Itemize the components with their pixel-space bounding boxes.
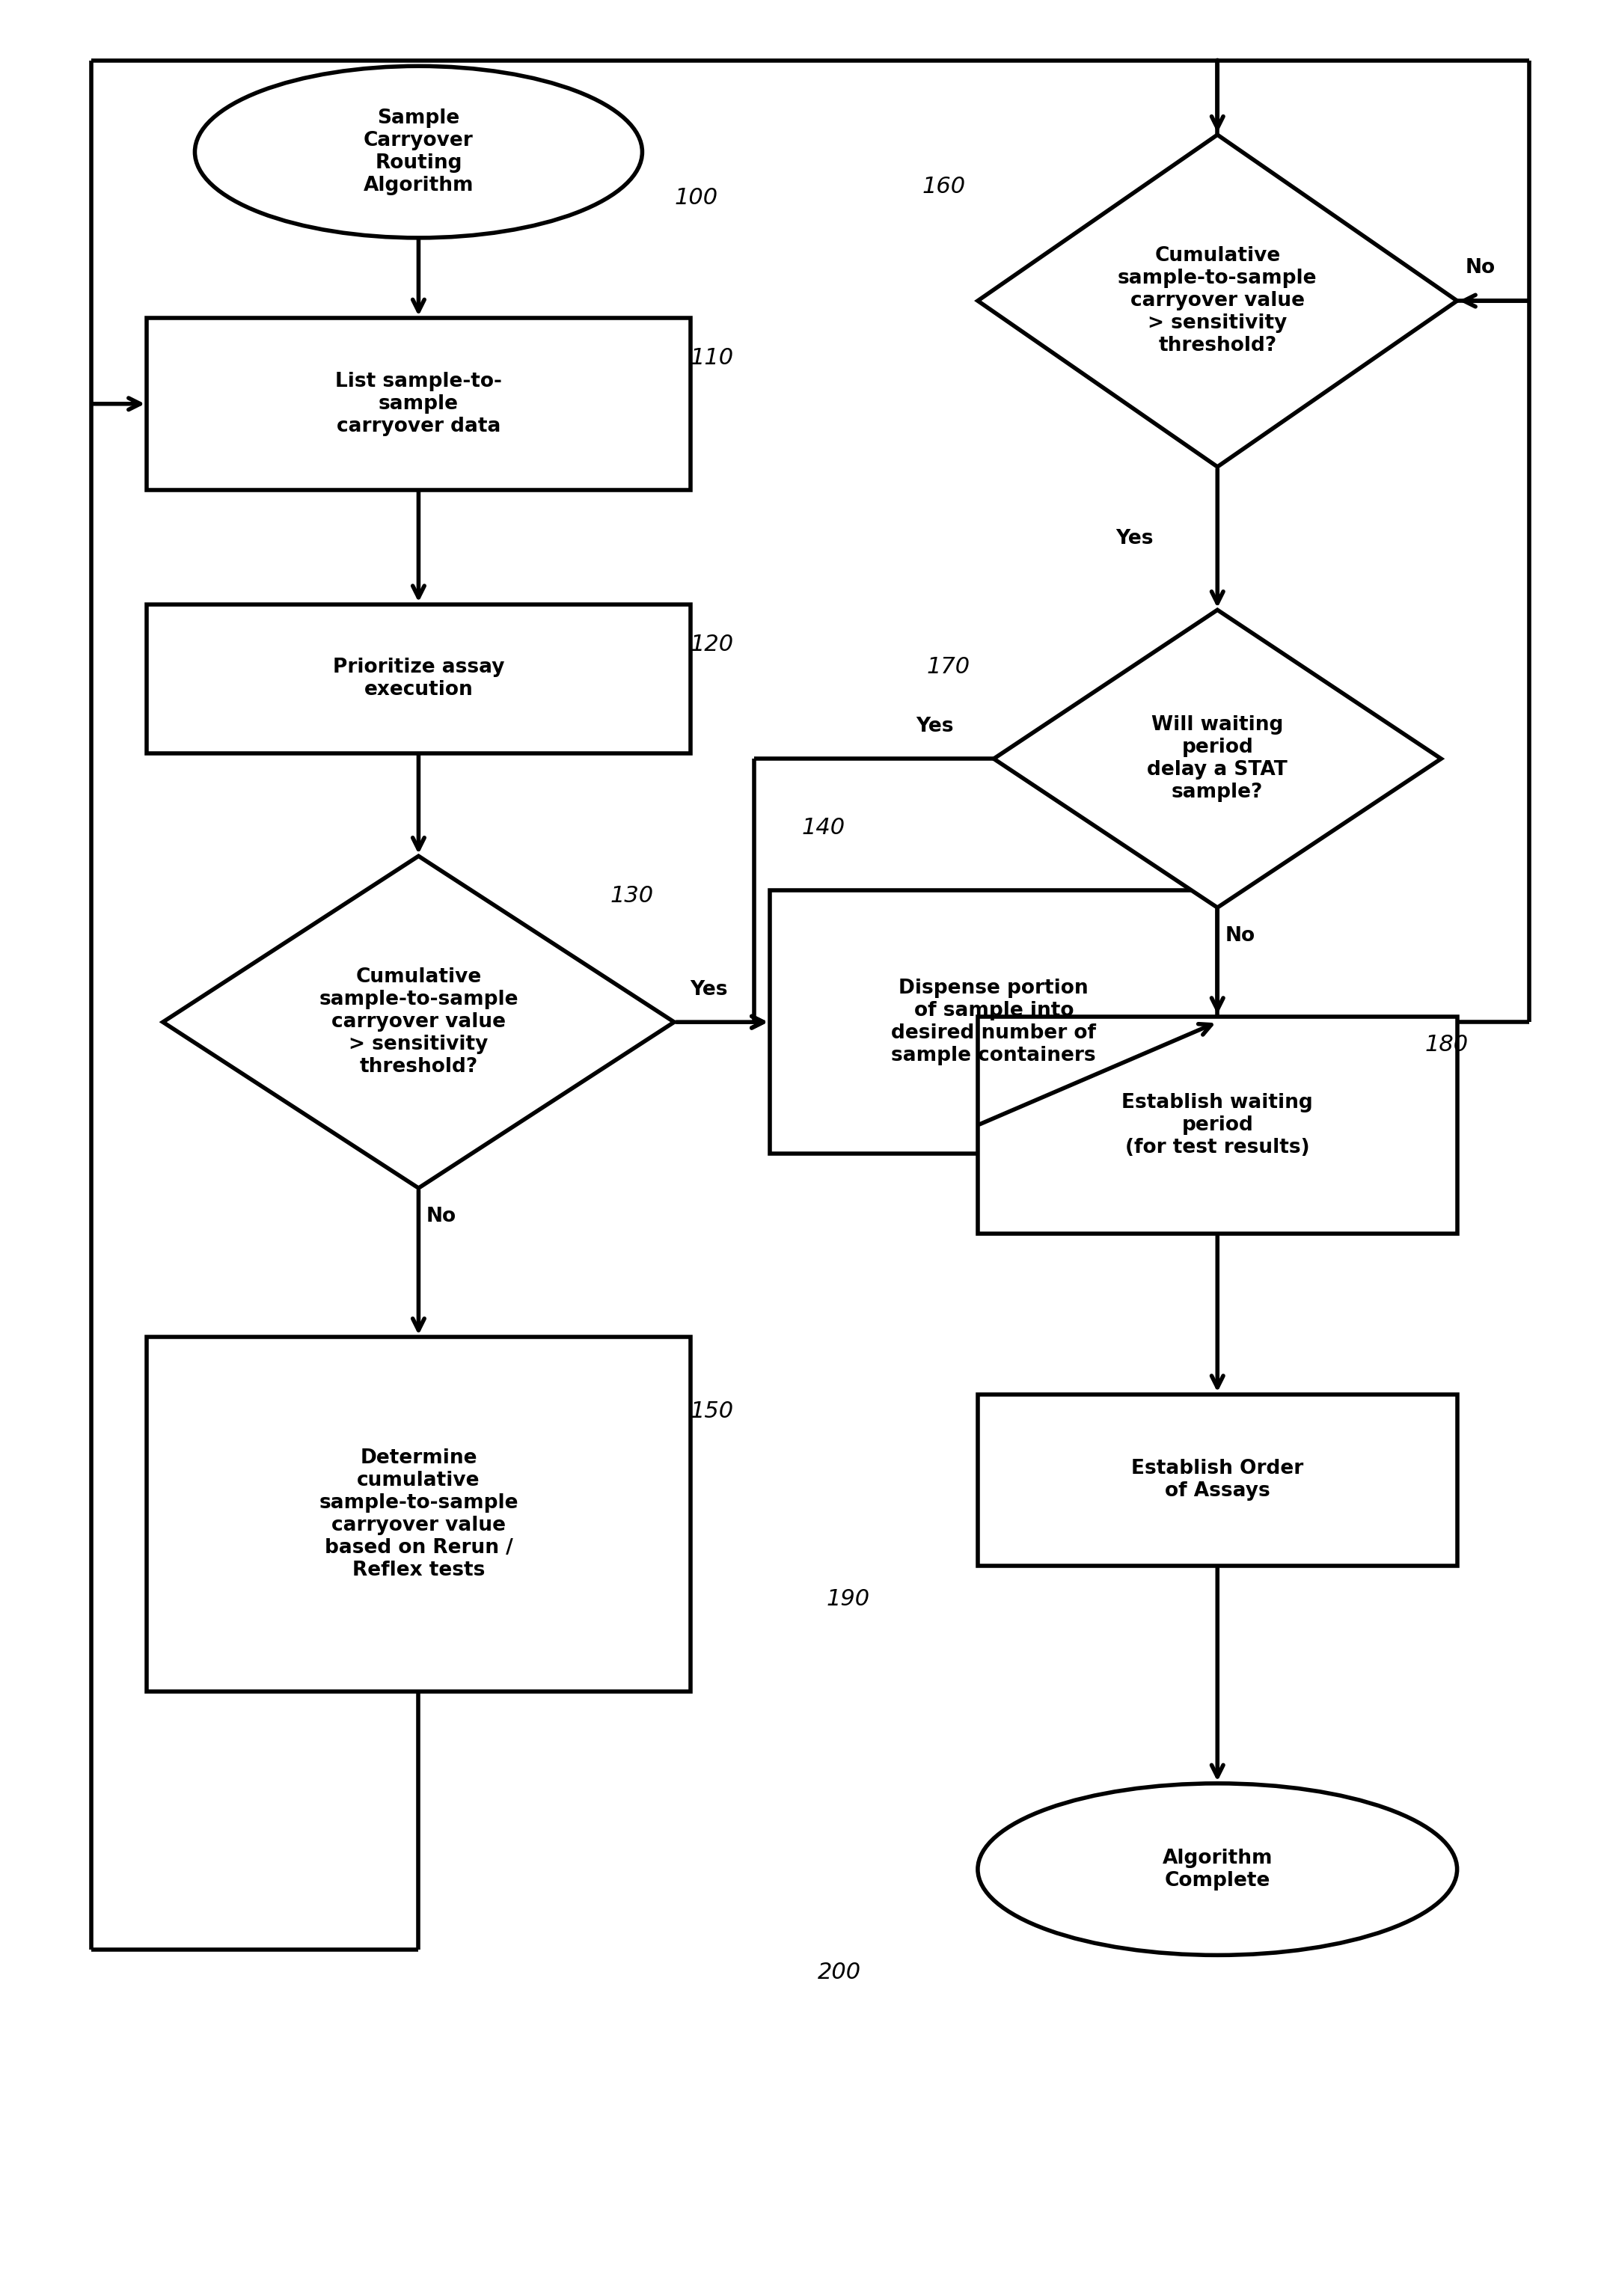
Ellipse shape — [978, 1784, 1456, 1956]
Text: No: No — [1225, 925, 1256, 946]
Text: 190: 190 — [826, 1589, 869, 1609]
Text: 100: 100 — [674, 186, 717, 209]
Text: Yes: Yes — [916, 716, 954, 735]
Text: 150: 150 — [690, 1401, 733, 1421]
Text: 120: 120 — [690, 634, 733, 654]
Text: Establish waiting
period
(for test results): Establish waiting period (for test resul… — [1121, 1093, 1314, 1157]
Polygon shape — [978, 135, 1456, 466]
Ellipse shape — [194, 67, 642, 239]
Text: No: No — [1464, 259, 1495, 278]
Text: Algorithm
Complete: Algorithm Complete — [1163, 1848, 1272, 1890]
Bar — [978, 1394, 1456, 1566]
Text: Yes: Yes — [1116, 528, 1153, 549]
Text: Determine
cumulative
sample-to-sample
carryover value
based on Rerun /
Reflex te: Determine cumulative sample-to-sample ca… — [319, 1449, 518, 1580]
Text: Establish Order
of Assays: Establish Order of Assays — [1131, 1458, 1304, 1502]
Polygon shape — [164, 856, 674, 1187]
Text: 140: 140 — [802, 817, 845, 838]
Text: Will waiting
period
delay a STAT
sample?: Will waiting period delay a STAT sample? — [1147, 716, 1288, 801]
Text: Prioritize assay
execution: Prioritize assay execution — [332, 657, 504, 700]
Text: 180: 180 — [1424, 1033, 1469, 1056]
Text: Cumulative
sample-to-sample
carryover value
> sensitivity
threshold?: Cumulative sample-to-sample carryover va… — [1118, 246, 1317, 356]
Text: Cumulative
sample-to-sample
carryover value
> sensitivity
threshold?: Cumulative sample-to-sample carryover va… — [319, 967, 518, 1077]
Text: 200: 200 — [818, 1961, 861, 1984]
Bar — [148, 604, 690, 753]
Text: 110: 110 — [690, 347, 733, 370]
Text: Sample
Carryover
Routing
Algorithm: Sample Carryover Routing Algorithm — [364, 108, 473, 195]
Bar — [148, 317, 690, 489]
Polygon shape — [994, 611, 1440, 907]
Text: 130: 130 — [610, 886, 654, 907]
Text: No: No — [427, 1205, 457, 1226]
Text: Dispense portion
of sample into
desired number of
sample containers: Dispense portion of sample into desired … — [892, 978, 1096, 1065]
Text: 160: 160 — [922, 174, 966, 197]
Bar — [148, 1336, 690, 1692]
Text: 170: 170 — [927, 657, 970, 677]
Bar — [770, 891, 1217, 1153]
Bar — [978, 1017, 1456, 1233]
Text: List sample-to-
sample
carryover data: List sample-to- sample carryover data — [335, 372, 502, 436]
Text: Yes: Yes — [690, 980, 728, 999]
